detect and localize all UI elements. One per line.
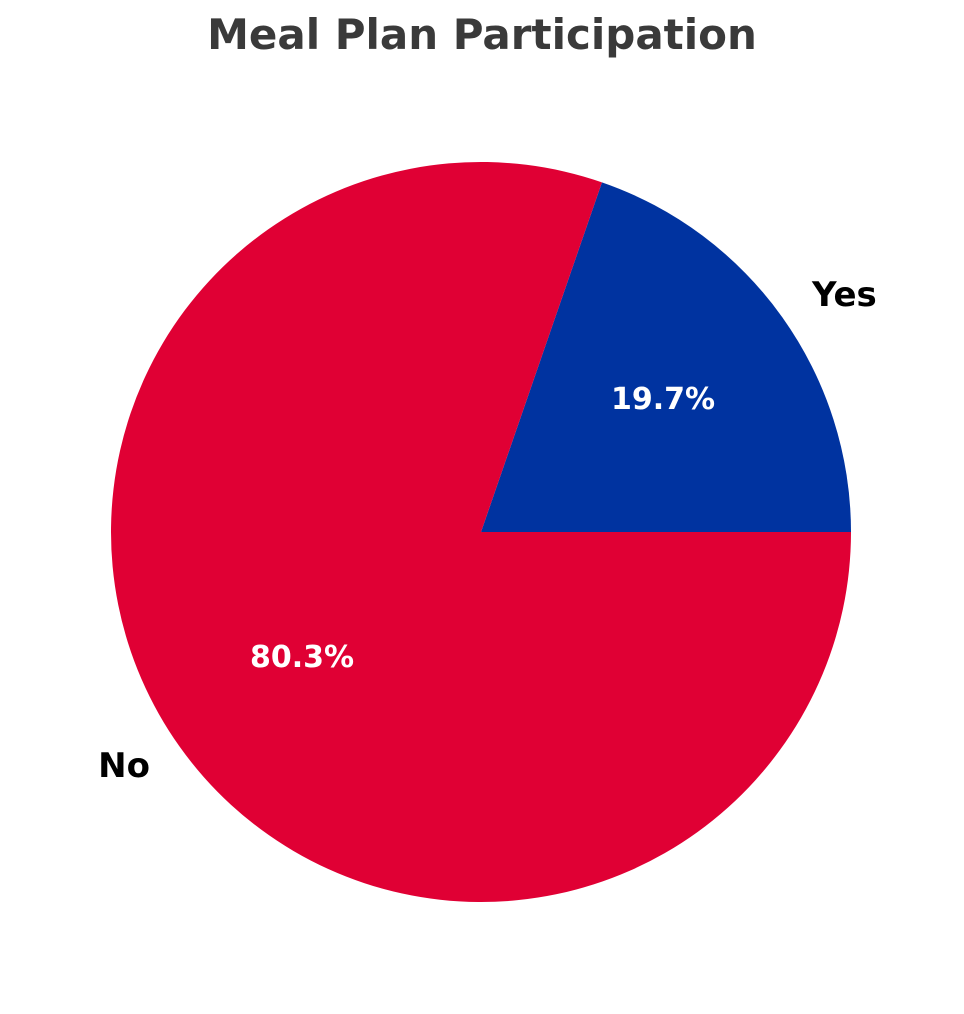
pct-label-yes: 19.7% (610, 382, 716, 417)
pie-slice-yes (481, 182, 851, 532)
slice-label-no: No (98, 746, 150, 786)
slice-label-yes: Yes (812, 275, 877, 315)
pie-slice-no (110, 162, 851, 903)
pct-label-no: 80.3% (249, 640, 355, 675)
chart-title: Meal Plan Participation (207, 10, 757, 59)
